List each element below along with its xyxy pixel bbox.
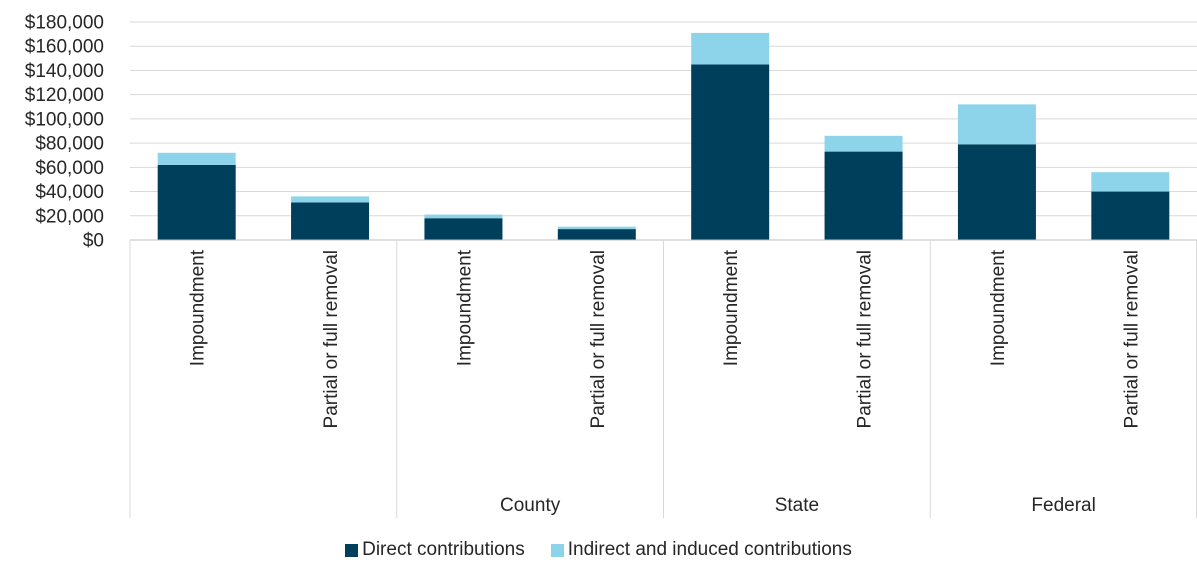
y-tick-label: $120,000 [25,85,104,106]
x-group-label: County [500,495,561,516]
bar-indirect [691,32,770,65]
y-tick-label: $180,000 [25,13,104,34]
x-group-label: State [775,495,819,516]
bar-indirect [1091,172,1170,192]
y-tick-label: $20,000 [35,206,104,227]
legend-label-direct: Direct contributions [362,539,525,560]
x-category-label: Impoundment [454,249,475,366]
x-category-label: Partial or full removal [321,250,342,428]
chart-plot: $0 $20,000 $40,000 $60,000 $80,000 $100,000 $1… [25,13,1197,518]
legend-item-direct: Direct contributions [345,539,525,561]
legend-swatch-indirect [550,543,564,557]
x-category-label: Partial or full removal [1121,250,1142,428]
x-category-label: Impoundment [188,249,209,366]
bar-indirect [957,104,1036,145]
y-tick-label: $60,000 [35,158,104,179]
bar-direct [957,144,1036,240]
y-tick-label: $40,000 [35,182,104,203]
bar-indirect [557,226,636,230]
y-tick-label: $100,000 [25,109,104,130]
x-group-label: Federal [1031,495,1095,516]
bar-direct [557,229,636,240]
bar-direct [291,202,370,240]
bar-direct [157,164,236,240]
bar-direct [424,218,503,240]
legend-swatch-direct [345,543,359,557]
x-category-label: Impoundment [721,249,742,366]
x-category-label: Partial or full removal [855,250,876,428]
bar-indirect [424,214,503,219]
bar-indirect [157,152,236,165]
x-category-label: Impoundment [988,249,1009,366]
legend: Direct contributions Indirect and induce… [0,539,1197,561]
bar-indirect [824,135,903,152]
bar-direct [1091,191,1170,240]
y-tick-label: $80,000 [35,134,104,155]
y-tick-label: $140,000 [25,61,104,82]
legend-item-indirect: Indirect and induced contributions [550,539,852,561]
bar-direct [691,64,770,240]
legend-label-indirect: Indirect and induced contributions [567,539,852,560]
bar-direct [824,151,903,240]
x-category-label: Partial or full removal [588,250,609,428]
y-tick-label: $0 [83,231,104,252]
y-tick-label: $160,000 [25,37,104,58]
bar-indirect [291,196,370,203]
